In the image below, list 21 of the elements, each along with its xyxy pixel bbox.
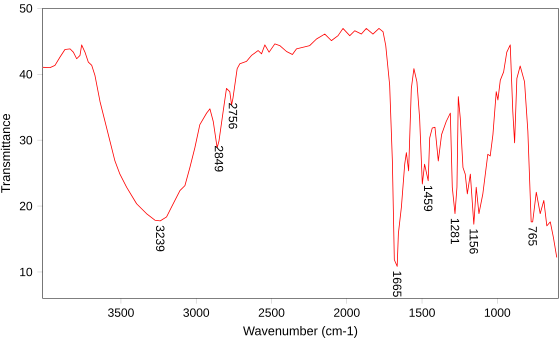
- x-tick-label: 2500: [258, 308, 284, 317]
- annotation: 1665: [392, 272, 402, 297]
- annotation: 1281: [450, 218, 460, 244]
- x-axis-title: Wavenumber (cm-1): [243, 326, 358, 338]
- x-tick-label: 1500: [410, 308, 435, 317]
- annotation: 1156: [470, 229, 478, 254]
- annotation: 2849: [214, 146, 224, 172]
- x-tick-label: 3000: [183, 308, 210, 317]
- y-tick-label: 50: [20, 4, 32, 13]
- x-tick-label: 2000: [334, 308, 360, 317]
- y-axis-title: Transmittance: [0, 114, 10, 193]
- y-tick-label: 40: [20, 70, 32, 78]
- x-tick-label: 1000: [484, 308, 510, 317]
- annotation: 2756: [228, 103, 238, 129]
- annotation: 1459: [424, 186, 432, 212]
- y-tick-label: 10: [20, 268, 32, 276]
- y-tick-label: 30: [20, 136, 32, 144]
- annotation: 3239: [156, 226, 164, 252]
- y-tick-label: 20: [20, 202, 32, 210]
- x-tick-label: 3500: [108, 308, 134, 317]
- annotation: 765: [528, 226, 537, 246]
